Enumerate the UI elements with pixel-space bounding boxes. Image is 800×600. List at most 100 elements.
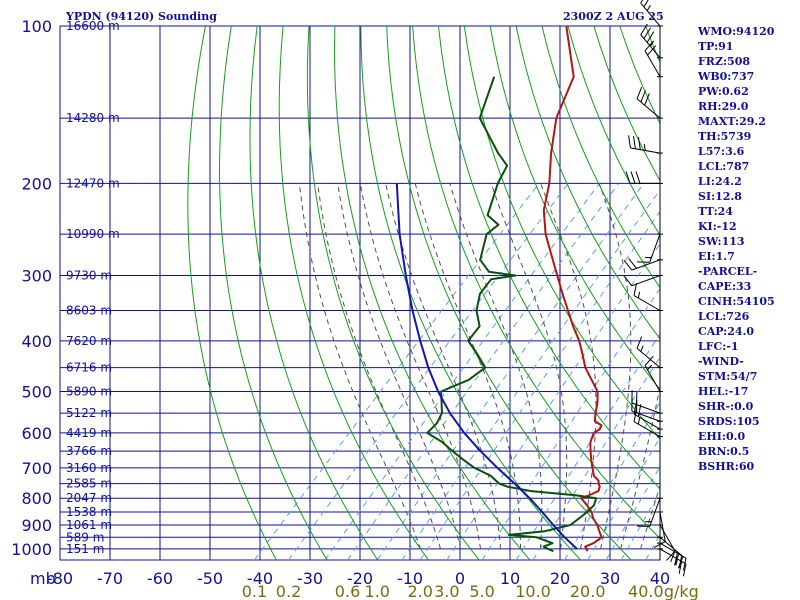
pressure-tick-label: 300 xyxy=(21,266,52,285)
index-entry: TT:24 xyxy=(698,205,733,218)
index-entry: SW:113 xyxy=(698,235,745,248)
index-entry: LFC:-1 xyxy=(698,340,739,353)
mixing-ratio-lines xyxy=(253,183,660,560)
wind-barb xyxy=(633,401,663,430)
mixing-ratio-line xyxy=(401,189,660,560)
dry-adiabat xyxy=(515,26,660,340)
height-label: 151 m xyxy=(66,542,104,556)
height-label: 5122 m xyxy=(66,406,112,420)
temperature-tick-label: -50 xyxy=(197,569,223,588)
index-entry: HEL:-17 xyxy=(698,385,748,398)
temperature-tick-label: -10 xyxy=(397,569,423,588)
dry-adiabat xyxy=(463,26,660,441)
index-entry: TP:91 xyxy=(698,40,733,53)
temperature-tick-label: -80 xyxy=(47,569,73,588)
height-label: 10990 m xyxy=(66,227,120,241)
mixing-ratio-label: 0.2 xyxy=(276,582,301,600)
mixing-ratio-label: 5.0 xyxy=(469,582,494,600)
temperature-tick-label: 10 xyxy=(500,569,520,588)
index-entry: PW:0.62 xyxy=(698,85,749,98)
mixing-ratio-label: 10.0 xyxy=(515,582,551,600)
dry-adiabat xyxy=(278,26,429,560)
dry-adiabat xyxy=(749,26,800,560)
stability-indices-panel: WMO:94120 TP:91 FRZ:508 WB0:737 PW:0.62 RH:29… xyxy=(697,25,775,473)
mixing-ratio-line xyxy=(253,183,540,560)
pressure-tick-label: 600 xyxy=(21,424,52,443)
mixing-ratio-label: 0.1 xyxy=(242,582,267,600)
mixing-ratio-label: 2.0 xyxy=(408,582,433,600)
height-label: 7620 m xyxy=(66,334,112,348)
mixing-ratio-line xyxy=(288,183,569,560)
height-label: 12470 m xyxy=(66,176,120,190)
wind-barb xyxy=(636,86,663,119)
moist-adiabat-lines xyxy=(298,183,660,550)
wind-barb xyxy=(644,355,663,393)
dry-adiabat xyxy=(360,26,581,560)
mixing-ratio-line xyxy=(347,183,620,560)
dry-adiabat xyxy=(187,26,277,560)
mixing-ratio-line xyxy=(376,183,645,560)
index-entry: BRN:0.5 xyxy=(698,445,749,458)
moist-adiabat xyxy=(449,183,543,549)
height-label: 14280 m xyxy=(66,111,120,125)
index-entry: -PARCEL- xyxy=(698,265,757,278)
moist-adiabat xyxy=(414,183,521,549)
dry-adiabat xyxy=(775,26,800,560)
moist-adiabat xyxy=(598,183,632,550)
wind-barb xyxy=(633,409,663,438)
index-entry: MAXT:29.2 xyxy=(698,115,766,128)
temperature-tick-label: -40 xyxy=(247,569,273,588)
isobar-isotherm-grid xyxy=(59,25,661,561)
mixing-ratio-line xyxy=(515,333,660,560)
temperature-tick-label: 40 xyxy=(650,569,670,588)
dry-adiabat xyxy=(218,26,328,560)
station-title: YPDN (94120) Sounding xyxy=(65,10,217,23)
mixing-ratio-line xyxy=(419,210,660,560)
pressure-tick-label: 1000 xyxy=(11,540,52,559)
height-label: 1061 m xyxy=(66,518,112,532)
moist-adiabat xyxy=(620,383,660,550)
wind-barb xyxy=(636,336,663,369)
moist-adiabat xyxy=(359,183,481,549)
dry-adiabat xyxy=(489,26,660,391)
pressure-tick-label: 700 xyxy=(21,459,52,478)
wind-barb xyxy=(628,135,663,154)
temperature-tick-label: 20 xyxy=(550,569,570,588)
height-label: 16600 m xyxy=(66,19,120,33)
moist-adiabat xyxy=(298,183,421,550)
mixing-ratio-label: 0.6 xyxy=(335,582,360,600)
mixing-ratio-unit: g/kg xyxy=(664,582,699,600)
dry-adiabat xyxy=(593,26,660,182)
height-label: 2585 m xyxy=(66,477,112,491)
index-entry: SHR-:0.0 xyxy=(698,400,754,413)
wind-barb xyxy=(637,497,663,527)
wind-barb xyxy=(625,171,663,184)
height-label: 3766 m xyxy=(66,444,112,458)
temperature-tick-label: -20 xyxy=(347,569,373,588)
pressure-tick-label: 900 xyxy=(21,516,52,535)
index-entry: CINH:54105 xyxy=(698,295,775,308)
height-label: 8603 m xyxy=(66,304,112,318)
index-entry: CAPE:33 xyxy=(698,280,751,293)
sounding-profiles xyxy=(395,26,603,553)
index-entry: WB0:737 xyxy=(697,70,754,83)
dry-adiabat xyxy=(333,26,531,560)
index-entry: KI:-12 xyxy=(698,220,737,233)
temperature-tick-label: -60 xyxy=(147,569,173,588)
mixing-ratio-line xyxy=(564,401,660,560)
pressure-tick-label: 500 xyxy=(21,383,52,402)
mixing-ratio-line xyxy=(620,490,660,560)
height-label: 2047 m xyxy=(66,491,112,505)
pressure-tick-label: 100 xyxy=(21,17,52,36)
index-entry: SRDS:105 xyxy=(698,415,760,428)
index-entry: TH:5739 xyxy=(698,130,751,143)
mixing-ratio-line xyxy=(605,465,660,560)
pressure-tick-label: 800 xyxy=(21,489,52,508)
mixing-ratio-line xyxy=(532,356,660,560)
mixing-ratio-label: 3.0 xyxy=(434,582,459,600)
mixing-ratio-label: 40.0 xyxy=(628,582,664,600)
index-entry: L57:3.6 xyxy=(698,145,745,158)
index-entry: LCL:787 xyxy=(698,160,749,173)
height-label: 1538 m xyxy=(66,505,112,519)
